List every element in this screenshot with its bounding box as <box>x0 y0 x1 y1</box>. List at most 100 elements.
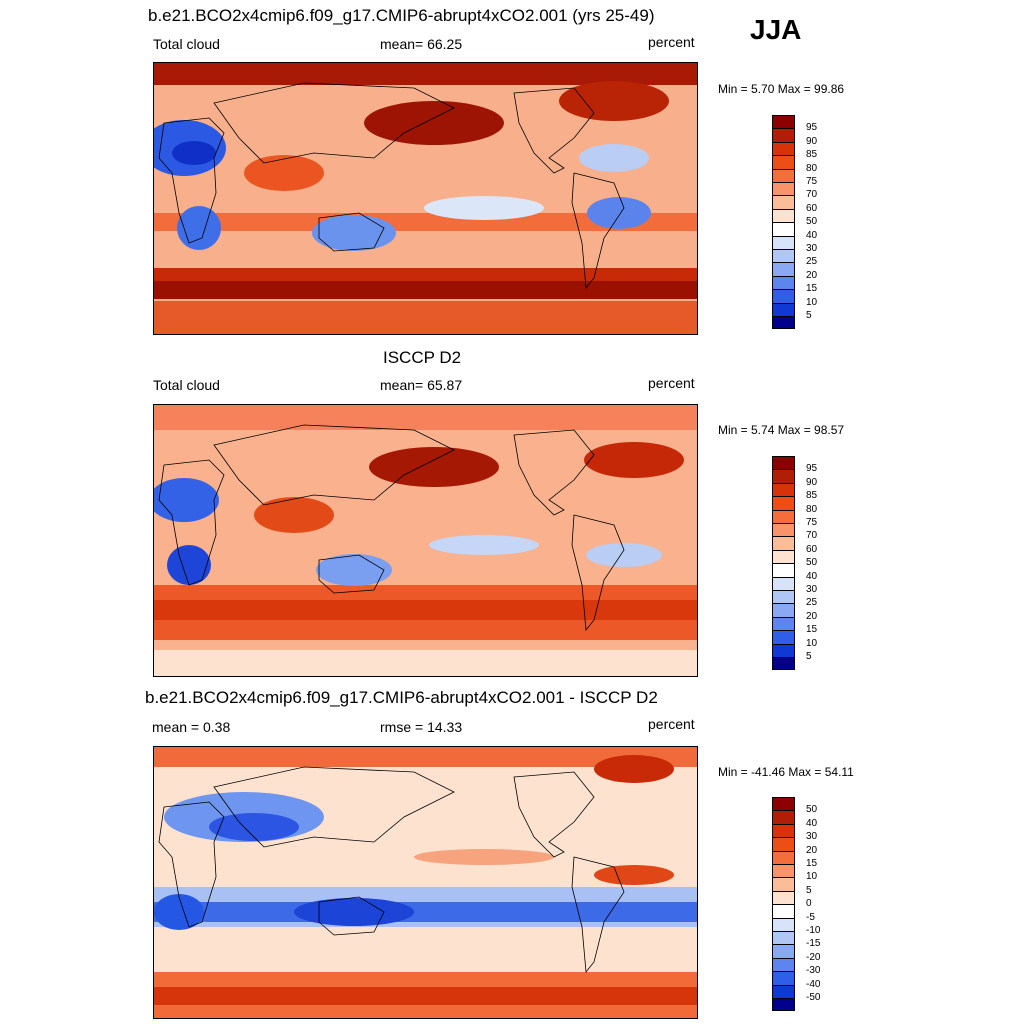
africa-coast <box>158 801 225 928</box>
colorbar-label: -15 <box>806 938 821 950</box>
arctic-band <box>154 63 697 85</box>
colorbar-swatch <box>772 262 795 276</box>
colorbar-label: 5 <box>806 310 812 321</box>
colorbar-label: 5 <box>806 651 812 662</box>
colorbar-label: 85 <box>806 149 818 161</box>
colorbar-label: 50 <box>806 216 818 228</box>
eurasia-coast <box>213 766 455 848</box>
panel2-minmax: Min = 5.74 Max = 98.57 <box>718 423 845 437</box>
southern-ocean-core <box>154 600 697 620</box>
colorbar-swatch <box>772 141 795 156</box>
australia-coast <box>318 554 385 594</box>
colorbar-label: 0 <box>806 898 812 910</box>
indian-ocean-negative <box>294 898 414 926</box>
colorbar-swatch <box>772 523 795 537</box>
eurasia-coast <box>213 424 455 506</box>
colorbar-swatch <box>772 316 795 330</box>
colorbar-swatch <box>772 603 795 617</box>
colorbar-swatch <box>772 616 795 631</box>
panel1-map <box>153 62 698 335</box>
colorbar-label: 90 <box>806 476 818 488</box>
colorbar-swatch <box>772 917 795 931</box>
north-america-coast <box>513 429 595 516</box>
colorbar-label: 85 <box>806 490 818 502</box>
colorbar-swatch <box>772 998 795 1012</box>
eurasia-coast <box>213 82 455 164</box>
colorbar-swatch <box>772 456 795 470</box>
colorbar-swatch <box>772 275 795 290</box>
panel2-map-svg <box>154 405 697 676</box>
maritime-continent <box>254 497 334 533</box>
colorbar-label: 80 <box>806 162 818 174</box>
colorbar-label: 90 <box>806 135 818 147</box>
panel3-mean-label: mean = 0.38 <box>152 719 231 735</box>
colorbar-swatch <box>772 235 795 249</box>
colorbar-label: -10 <box>806 925 821 936</box>
panel1-minmax: Min = 5.70 Max = 99.86 <box>718 82 845 96</box>
colorbar-swatch <box>772 971 795 985</box>
colorbar-label: 20 <box>806 269 818 281</box>
atlantic-south-negative <box>154 894 204 930</box>
colorbar-label: 10 <box>806 871 818 883</box>
colorbar-label: 95 <box>806 122 818 134</box>
arctic-band <box>154 747 697 767</box>
arctic-band <box>154 405 697 430</box>
south-america-coast <box>571 172 625 290</box>
panel3-units-label: percent <box>648 716 695 732</box>
colorbar-swatch <box>772 115 795 129</box>
colorbar-label: 70 <box>806 530 818 542</box>
panel1-map-svg <box>154 63 697 334</box>
colorbar-label: -30 <box>806 965 821 977</box>
colorbar-swatch <box>772 208 795 223</box>
panel3-rmse-label: rmse = 14.33 <box>380 719 463 735</box>
colorbar-swatch <box>772 195 795 209</box>
colorbar-swatch <box>772 249 795 263</box>
colorbar-label: 40 <box>806 229 818 241</box>
colorbar-label: 50 <box>806 557 818 569</box>
colorbar-swatch <box>772 810 795 824</box>
panel1-left-label: Total cloud <box>153 36 220 52</box>
colorbar-label: 10 <box>806 637 818 649</box>
colorbar-swatch <box>772 128 795 142</box>
southern-subtropic-core <box>154 902 697 922</box>
panel1-units-label: percent <box>648 34 695 50</box>
eurasia-core <box>209 813 299 841</box>
panel2-units-label: percent <box>648 375 695 391</box>
australia-coast <box>318 212 385 252</box>
colorbar-label: 40 <box>806 570 818 582</box>
colorbar-label: 80 <box>806 503 818 515</box>
colorbar-swatch <box>772 630 795 644</box>
africa-coast <box>158 117 225 244</box>
colorbar-swatch <box>772 469 795 483</box>
colorbar-label: 20 <box>806 844 818 856</box>
colorbar-swatch <box>772 864 795 878</box>
panel2-left-label: Total cloud <box>153 377 220 393</box>
sahara-core <box>172 141 216 165</box>
south-america-low <box>586 543 662 567</box>
atlantic-positive <box>594 865 674 885</box>
colorbar-swatch <box>772 482 795 497</box>
colorbar-swatch <box>772 984 795 998</box>
colorbar-swatch <box>772 904 795 918</box>
southern-ocean-core <box>154 281 697 299</box>
colorbar-swatch <box>772 576 795 590</box>
south-america-coast <box>571 514 625 632</box>
colorbar-swatch <box>772 168 795 182</box>
colorbar-label: 40 <box>806 817 818 829</box>
south-america-coast <box>571 856 625 974</box>
colorbar-swatch <box>772 222 795 236</box>
colorbar-label: 15 <box>806 283 818 295</box>
australia-low <box>312 215 396 251</box>
colorbar-swatch <box>772 643 795 657</box>
south-pacific-clear <box>429 535 539 555</box>
colorbar-swatch <box>772 289 795 303</box>
antarctic-band <box>154 650 697 676</box>
south-pacific-clear <box>424 196 544 220</box>
australia-low <box>316 554 392 586</box>
colorbar-swatch <box>772 823 795 838</box>
colorbar-label: 70 <box>806 189 818 201</box>
colorbar-swatch <box>772 850 795 864</box>
colorbar-label: 50 <box>806 804 818 816</box>
colorbar-label: 10 <box>806 296 818 308</box>
colorbar-swatch <box>772 549 795 564</box>
